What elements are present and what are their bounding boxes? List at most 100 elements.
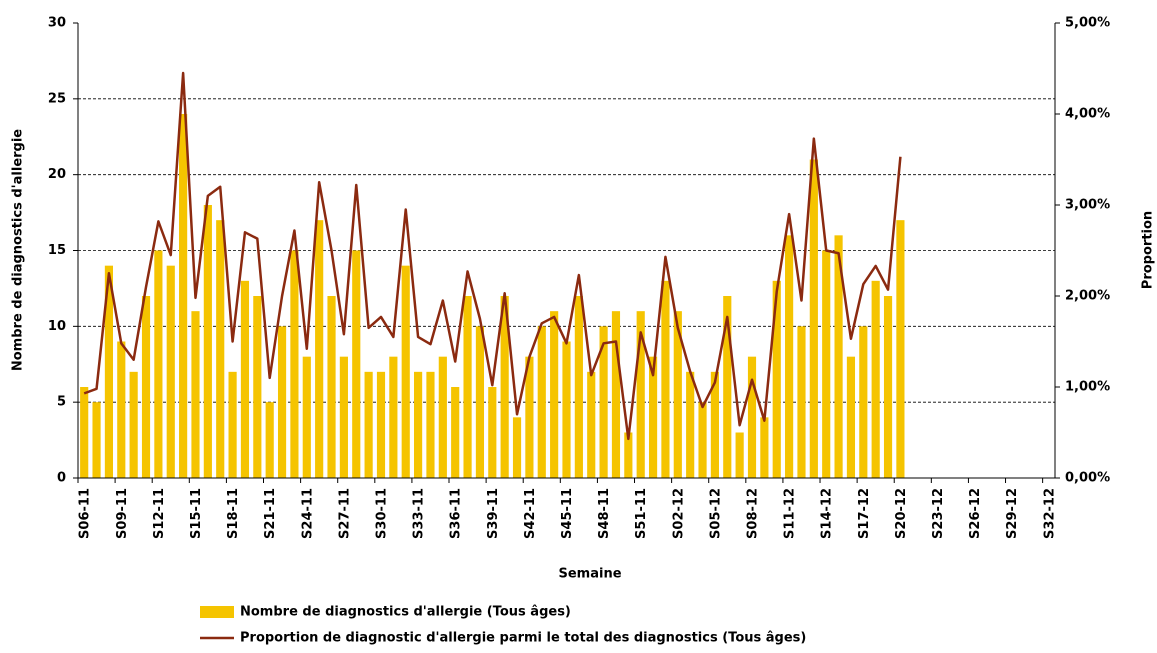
y-tick-label: 15	[48, 243, 66, 258]
bar	[611, 311, 621, 478]
bar	[401, 265, 410, 478]
x-axis-title: Semaine	[558, 567, 621, 582]
y-tick-label: 25	[48, 91, 66, 106]
bar	[550, 311, 559, 478]
x-tick-label: S39-11	[486, 488, 501, 539]
bar	[562, 341, 571, 478]
x-tick-label: S18-11	[226, 488, 241, 539]
x-tick-label: S24-11	[300, 488, 315, 539]
x-tick-label: S26-12	[968, 488, 983, 539]
bar	[747, 356, 757, 478]
bar	[488, 387, 497, 478]
x-tick-label: S51-11	[634, 488, 649, 539]
bar	[735, 432, 744, 478]
bar	[624, 432, 633, 478]
bar	[376, 371, 386, 478]
bar	[166, 265, 175, 478]
y-axis-title: Nombre de diagnostics d'allergie	[11, 129, 26, 371]
bar	[352, 250, 361, 478]
bar	[710, 371, 719, 478]
bar	[723, 296, 732, 478]
x-tick-label: S45-11	[560, 488, 575, 539]
bar	[80, 387, 89, 478]
legend-swatch	[200, 606, 234, 618]
bar	[203, 205, 212, 478]
x-tick-label: S14-12	[820, 488, 835, 539]
bar	[389, 356, 398, 478]
bar	[475, 326, 485, 478]
bar	[414, 371, 423, 478]
legend-label: Nombre de diagnostics d'allergie (Tous â…	[240, 605, 571, 620]
bar	[451, 387, 460, 478]
x-tick-label: S30-11	[374, 488, 389, 539]
bar	[240, 280, 250, 478]
x-tick-label: S29-12	[1005, 488, 1020, 539]
bar	[525, 356, 534, 478]
bar	[364, 371, 373, 478]
x-tick-label: S21-11	[263, 488, 278, 539]
bar	[141, 296, 151, 478]
y-tick-label: 10	[48, 319, 66, 334]
bar	[648, 356, 658, 478]
bar	[871, 280, 880, 478]
bar	[797, 326, 806, 478]
x-tick-label: S06-11	[78, 488, 93, 539]
bar	[698, 402, 707, 478]
x-tick-label: S48-11	[597, 488, 612, 539]
y2-tick-label: 0,00%	[1065, 471, 1110, 486]
bar	[104, 265, 113, 478]
bar	[859, 326, 868, 478]
bar	[92, 402, 101, 478]
bar	[512, 417, 522, 478]
x-tick-label: S42-11	[523, 488, 538, 539]
x-tick-label: S27-11	[337, 488, 352, 539]
bar	[772, 280, 781, 478]
y-tick-label: 5	[57, 395, 66, 410]
bar	[339, 356, 348, 478]
x-tick-label: S12-11	[152, 488, 167, 539]
bar	[179, 114, 188, 478]
y-tick-label: 30	[48, 16, 66, 31]
x-tick-label: S20-12	[894, 488, 909, 539]
y2-tick-label: 5,00%	[1065, 16, 1110, 31]
bar	[315, 220, 324, 478]
bar	[117, 341, 126, 478]
bar	[846, 356, 856, 478]
x-tick-label: S36-11	[449, 488, 464, 539]
x-tick-label: S17-12	[857, 488, 872, 539]
x-tick-label: S05-12	[708, 488, 723, 539]
bar	[822, 250, 831, 478]
x-tick-label: S32-12	[1042, 488, 1057, 539]
bar	[661, 280, 670, 478]
y2-tick-label: 1,00%	[1065, 380, 1110, 395]
x-tick-label: S15-11	[189, 488, 204, 539]
bar	[883, 296, 893, 478]
bar	[228, 371, 237, 478]
x-tick-label: S11-12	[783, 488, 798, 539]
bar	[834, 235, 843, 478]
legend-label: Proportion de diagnostic d'allergie parm…	[240, 631, 806, 646]
x-tick-label: S02-12	[671, 488, 686, 539]
bar	[426, 371, 435, 478]
bar	[673, 311, 682, 478]
bar	[636, 311, 645, 478]
bar	[760, 417, 769, 478]
bar	[587, 371, 596, 478]
bar	[265, 402, 274, 478]
y2-axis-title: Proportion	[1141, 211, 1156, 289]
x-tick-label: S09-11	[115, 488, 130, 539]
bar	[438, 356, 447, 478]
bar	[191, 311, 200, 478]
bar	[216, 220, 225, 478]
bar	[290, 250, 299, 478]
y-tick-label: 0	[57, 471, 66, 486]
y2-tick-label: 4,00%	[1065, 107, 1110, 122]
bar	[277, 326, 287, 478]
y2-tick-label: 3,00%	[1065, 198, 1110, 213]
bar	[686, 371, 695, 478]
bar	[327, 296, 336, 478]
bar	[500, 296, 509, 478]
bar	[785, 235, 794, 478]
bar	[253, 296, 262, 478]
